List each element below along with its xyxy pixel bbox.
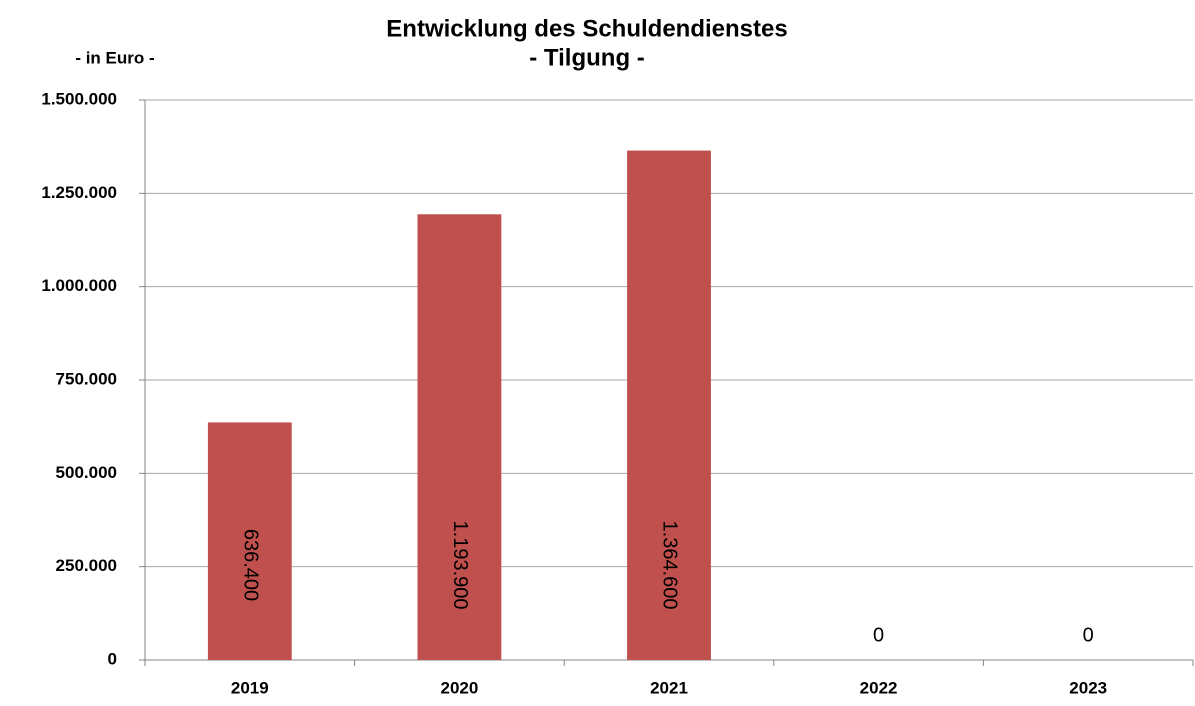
value-label: 0 — [1083, 624, 1094, 646]
x-tick-label: 2019 — [231, 678, 269, 697]
y-tick-label: 1.250.000 — [41, 183, 117, 202]
value-label: 0 — [873, 624, 884, 646]
y-tick-label: 750.000 — [56, 369, 117, 388]
bar — [417, 214, 502, 660]
y-tick-label: 0 — [108, 649, 117, 668]
chart-title: Entwicklung des Schuldendienstes — [386, 15, 787, 42]
value-label: 1.193.900 — [449, 521, 471, 610]
x-tick-label: 2020 — [440, 678, 478, 697]
y-tick-label: 500.000 — [56, 463, 117, 482]
bar — [627, 150, 711, 661]
x-tick-label: 2021 — [650, 678, 688, 697]
bar — [207, 422, 292, 660]
chart-subtitle: - Tilgung - — [529, 44, 645, 71]
value-label: 1.364.600 — [659, 521, 681, 610]
y-tick-label: 1.000.000 — [41, 276, 117, 295]
value-label: 636.400 — [240, 529, 262, 601]
x-tick-label: 2022 — [860, 678, 898, 697]
x-tick-label: 2023 — [1069, 678, 1107, 697]
y-axis-label: - in Euro - — [75, 48, 154, 67]
y-tick-label: 250.000 — [56, 556, 117, 575]
y-tick-label: 1.500.000 — [41, 89, 117, 108]
